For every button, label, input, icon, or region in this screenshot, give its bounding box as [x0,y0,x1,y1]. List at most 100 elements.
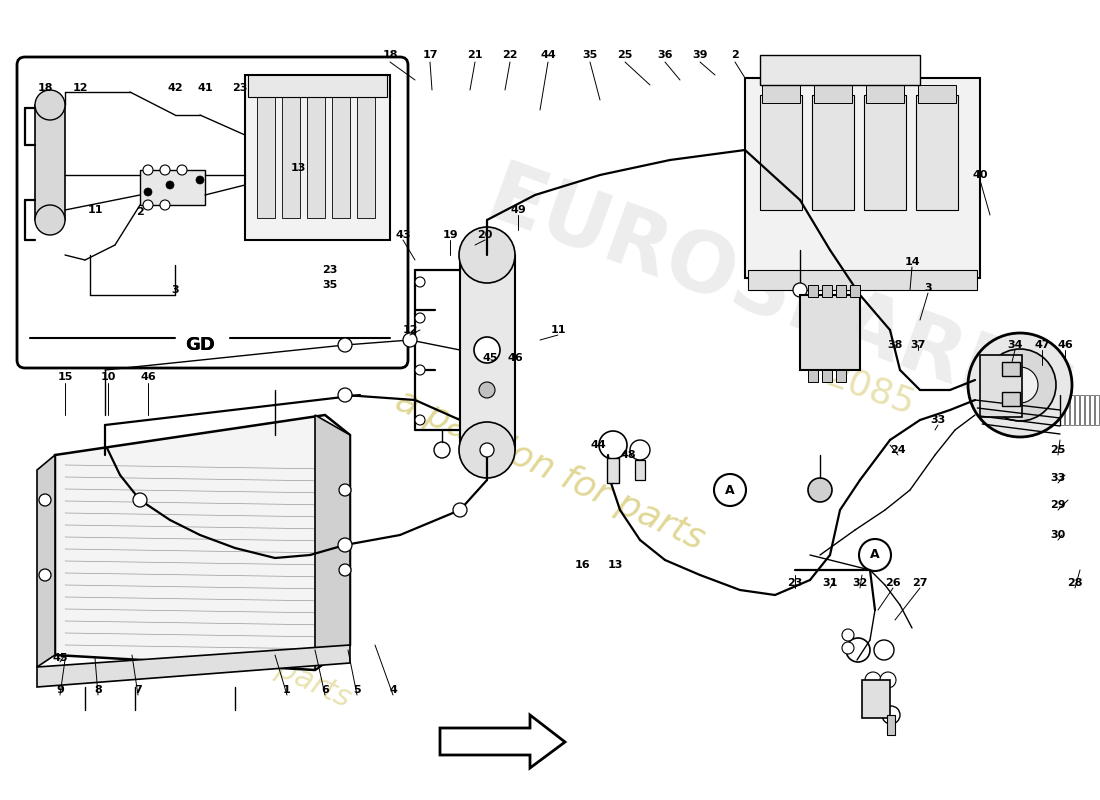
Text: 44: 44 [590,440,606,450]
Text: 5: 5 [353,685,361,695]
Circle shape [415,365,425,375]
Bar [307,88,324,218]
Bar [1070,395,1074,425]
Polygon shape [37,455,55,667]
Text: 2: 2 [732,50,739,60]
Text: 25: 25 [1050,445,1066,455]
Text: 27: 27 [912,578,927,588]
Bar [245,75,390,240]
Polygon shape [315,415,350,670]
Circle shape [143,165,153,175]
Bar [1065,395,1069,425]
Text: 15: 15 [57,372,73,382]
Text: A: A [870,549,880,562]
Circle shape [865,672,881,688]
Bar [460,255,515,450]
Bar [862,680,890,718]
Text: 12: 12 [403,325,418,335]
Text: 43: 43 [395,230,410,240]
Bar [822,285,832,297]
Text: 2085: 2085 [821,358,920,422]
Text: 44: 44 [540,50,556,60]
Text: 25: 25 [617,50,632,60]
Text: 24: 24 [890,445,905,455]
Polygon shape [55,415,350,670]
Circle shape [39,569,51,581]
Text: 3: 3 [924,283,932,293]
Bar [887,715,895,735]
Text: 48: 48 [620,450,636,460]
Bar [1002,392,1020,406]
Circle shape [339,484,351,496]
Text: 33: 33 [1050,473,1066,483]
Text: a passion for parts: a passion for parts [85,566,355,714]
Bar [864,95,906,210]
Bar [836,285,846,297]
Bar [814,85,852,103]
Bar [760,55,920,85]
Circle shape [842,629,854,641]
Text: 34: 34 [1008,340,1023,350]
Bar [1075,395,1079,425]
Text: 37: 37 [911,340,926,350]
Circle shape [415,277,425,287]
Bar [918,85,956,103]
Text: 45: 45 [482,353,497,363]
Bar [358,88,375,218]
Text: 38: 38 [888,340,903,350]
Circle shape [984,349,1056,421]
Text: 8: 8 [95,685,102,695]
Text: A: A [725,483,735,497]
Circle shape [453,503,468,517]
Circle shape [474,337,500,363]
Bar [257,88,275,218]
Circle shape [415,415,425,425]
Circle shape [880,672,896,688]
FancyBboxPatch shape [16,57,408,368]
Text: 35: 35 [582,50,597,60]
Bar [760,95,802,210]
Bar [332,88,350,218]
Text: 1: 1 [283,685,290,695]
Circle shape [415,313,425,323]
Bar [916,95,958,210]
Bar [748,270,977,290]
Text: GD: GD [185,336,214,354]
Circle shape [403,333,417,347]
Text: EUROSPARES: EUROSPARES [475,156,1085,444]
Text: 23: 23 [788,578,803,588]
Text: 18: 18 [383,50,398,60]
Text: 46: 46 [1057,340,1072,350]
Circle shape [39,494,51,506]
Circle shape [166,181,174,189]
Text: 17: 17 [422,50,438,60]
Text: 12: 12 [73,83,88,93]
Bar [866,85,904,103]
Bar [800,295,860,370]
Text: 39: 39 [692,50,707,60]
Text: 22: 22 [503,50,518,60]
Text: 49: 49 [510,205,526,215]
Text: 26: 26 [886,578,901,588]
Text: 42: 42 [167,83,183,93]
Bar [35,105,65,220]
Text: 7: 7 [134,685,142,695]
Circle shape [177,165,187,175]
Bar [1090,395,1094,425]
Text: 20: 20 [477,230,493,240]
Bar [1002,362,1020,376]
Circle shape [1002,367,1038,403]
Bar [1060,395,1064,425]
Circle shape [160,200,170,210]
Circle shape [459,422,515,478]
Circle shape [35,90,65,120]
Circle shape [338,338,352,352]
Bar [282,88,300,218]
Circle shape [160,165,170,175]
Text: 41: 41 [197,83,212,93]
Circle shape [793,283,807,297]
Text: 28: 28 [1067,578,1082,588]
Text: 23: 23 [232,83,248,93]
Text: 4: 4 [389,685,397,695]
Text: 16: 16 [575,560,591,570]
